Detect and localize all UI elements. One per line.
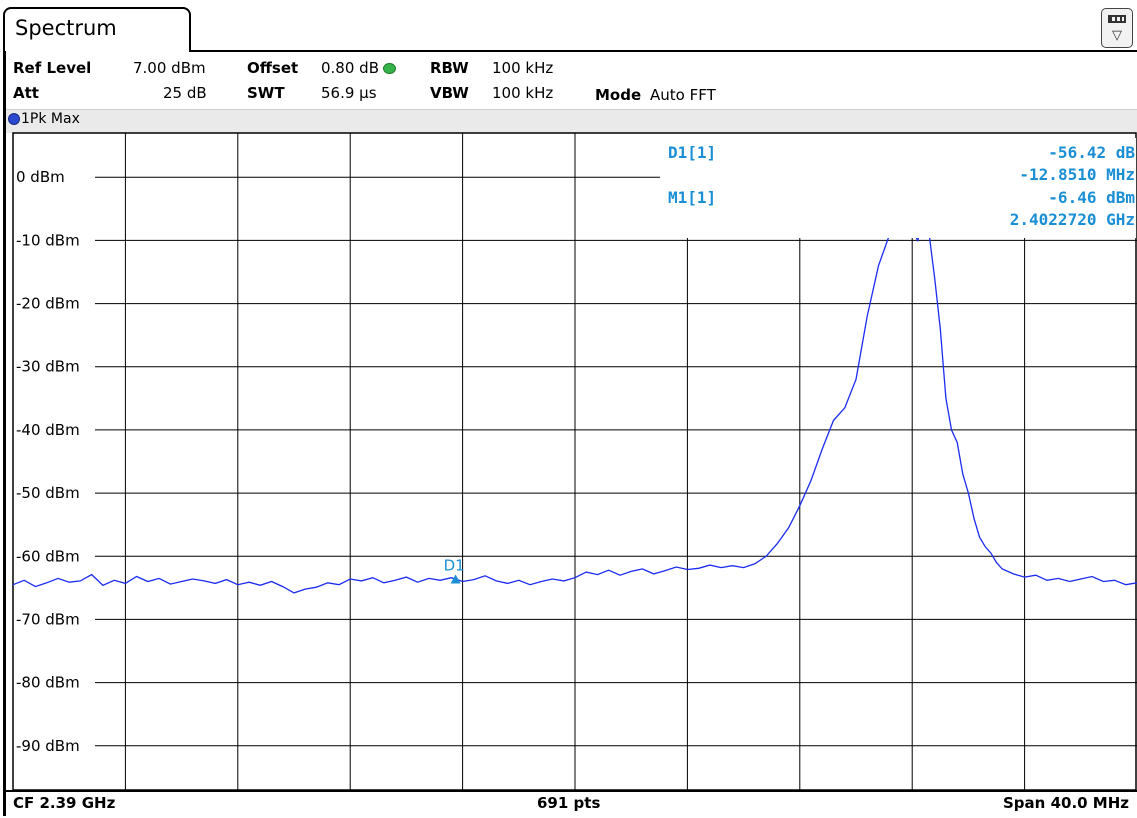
y-tick-label: -10 dBm: [16, 231, 80, 249]
span-readout: Span 40.0 MHz: [1003, 794, 1130, 812]
tab-spectrum[interactable]: Spectrum: [3, 7, 191, 51]
sweep-points: 691 pts: [537, 794, 601, 812]
y-tick-label: -60 dBm: [16, 547, 80, 565]
y-tick-label: -90 dBm: [16, 737, 80, 755]
d1-marker-tag: D1: [444, 556, 465, 574]
offset-label: Offset: [247, 59, 299, 77]
ref-level-label: Ref Level: [13, 59, 92, 77]
rbw-label: RBW: [430, 59, 469, 77]
vbw-label: VBW: [430, 84, 469, 102]
y-tick-label: -80 dBm: [16, 674, 80, 692]
vbw-value: 100 kHz: [492, 84, 554, 102]
att-label: Att: [13, 84, 39, 102]
tab-divider: [189, 50, 1137, 52]
plot-grid: [12, 132, 1137, 790]
status-footer: [6, 790, 1137, 818]
y-tick-label: -20 dBm: [16, 295, 80, 313]
y-tick-label: -40 dBm: [16, 421, 80, 439]
swt-value: 56.9 µs: [321, 84, 377, 102]
att-value: 25 dB: [163, 84, 207, 102]
m1-marker-tag: M1: [804, 190, 827, 208]
window-menu-button[interactable]: ▽: [1101, 8, 1133, 48]
y-tick-label: -50 dBm: [16, 484, 80, 502]
tab-spectrum-label: Spectrum: [15, 16, 117, 40]
offset-value: 0.80 dB: [321, 59, 379, 77]
swt-label: SWT: [247, 84, 285, 102]
trace-indicator-icon: [8, 113, 20, 125]
layout-icon: [1108, 15, 1126, 23]
trace-1-line: [12, 216, 1137, 594]
y-axis-ticks: 0 dBm -10 dBm -20 dBm -30 dBm -40 dBm -50 dBm…: [16, 168, 80, 755]
trace-label[interactable]: 1Pk Max: [21, 111, 80, 127]
spectrum-plot[interactable]: 0 dBm -10 dBm -20 dBm -30 dBm -40 dBm -50 dBm…: [0, 0, 1137, 790]
mode-label: Mode: [595, 86, 642, 104]
y-tick-label: -70 dBm: [16, 610, 80, 628]
y-tick-label: -30 dBm: [16, 358, 80, 376]
ref-level-value: 7.00 dBm: [133, 59, 206, 77]
rbw-value: 100 kHz: [492, 59, 554, 77]
trace-info-bar: [6, 109, 1137, 133]
y-tick-label: 0 dBm: [16, 168, 65, 186]
m1-marker-triangle: [810, 209, 823, 219]
center-frequency: CF 2.39 GHz: [13, 794, 116, 812]
left-border: [3, 50, 6, 816]
mode-value: Auto FFT: [650, 86, 716, 104]
dropdown-triangle-icon: ▽: [1112, 28, 1122, 43]
marker-layer: M1 D1: [444, 190, 827, 584]
status-led-icon: [382, 63, 396, 74]
d1-marker-triangle: [450, 574, 461, 584]
